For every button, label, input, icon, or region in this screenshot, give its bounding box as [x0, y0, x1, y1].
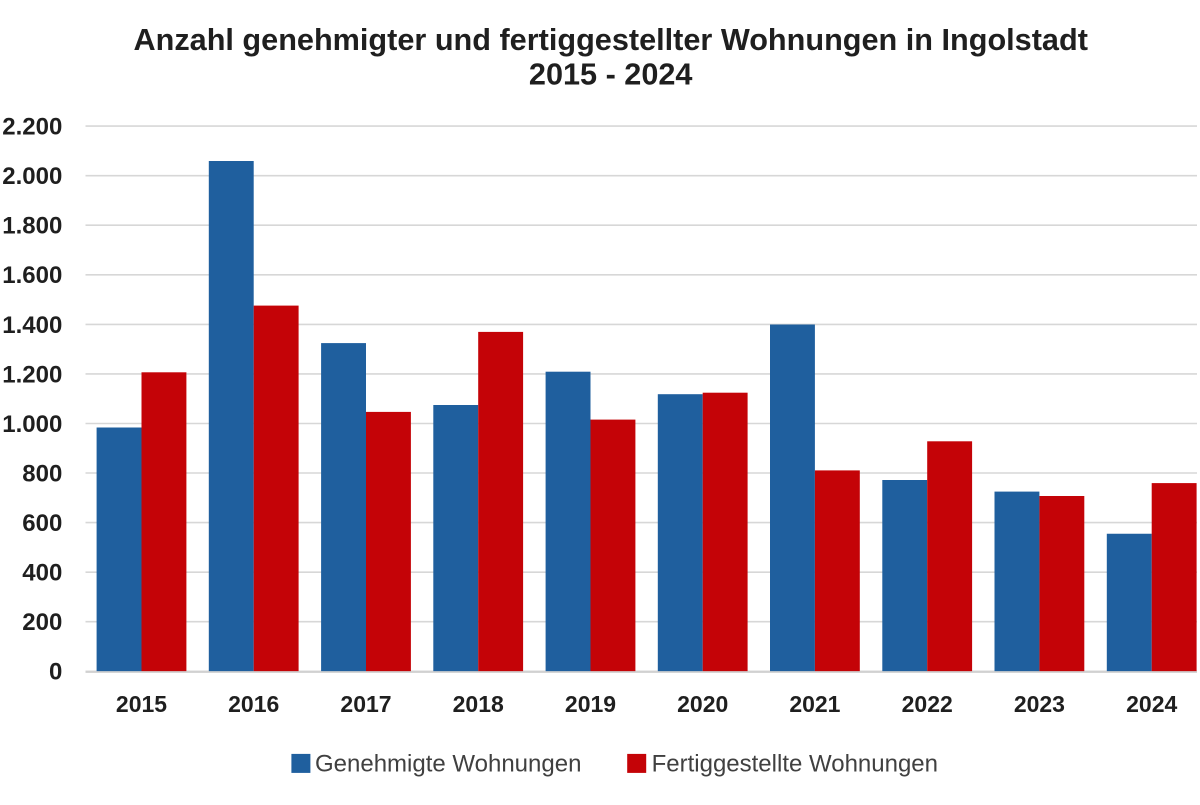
svg-text:2023: 2023	[1014, 691, 1065, 717]
svg-text:2015: 2015	[116, 691, 167, 717]
svg-text:2020: 2020	[677, 691, 728, 717]
svg-text:2019: 2019	[565, 691, 616, 717]
svg-text:1.000: 1.000	[2, 411, 62, 438]
svg-text:1.400: 1.400	[2, 312, 62, 339]
svg-text:2022: 2022	[902, 691, 953, 717]
svg-text:600: 600	[22, 510, 62, 537]
svg-text:2015 - 2024: 2015 - 2024	[529, 58, 693, 92]
svg-text:2024: 2024	[1126, 691, 1177, 717]
svg-text:400: 400	[22, 560, 62, 587]
svg-text:Genehmigte Wohnungen: Genehmigte Wohnungen	[315, 751, 581, 778]
svg-text:2018: 2018	[453, 691, 504, 717]
svg-text:2017: 2017	[340, 691, 391, 717]
svg-text:2021: 2021	[789, 691, 840, 717]
svg-text:2016: 2016	[228, 691, 279, 717]
svg-text:Fertiggestellte Wohnungen: Fertiggestellte Wohnungen	[652, 751, 938, 778]
svg-text:1.200: 1.200	[2, 361, 62, 388]
svg-text:2.000: 2.000	[2, 163, 62, 190]
svg-text:1.600: 1.600	[2, 262, 62, 289]
svg-text:Anzahl genehmigter und fertigg: Anzahl genehmigter und fertiggestellter …	[133, 23, 1087, 57]
svg-text:2.200: 2.200	[2, 114, 62, 141]
svg-text:0: 0	[49, 659, 62, 686]
svg-text:1.800: 1.800	[2, 213, 62, 240]
svg-text:800: 800	[22, 460, 62, 487]
svg-text:200: 200	[22, 609, 62, 636]
